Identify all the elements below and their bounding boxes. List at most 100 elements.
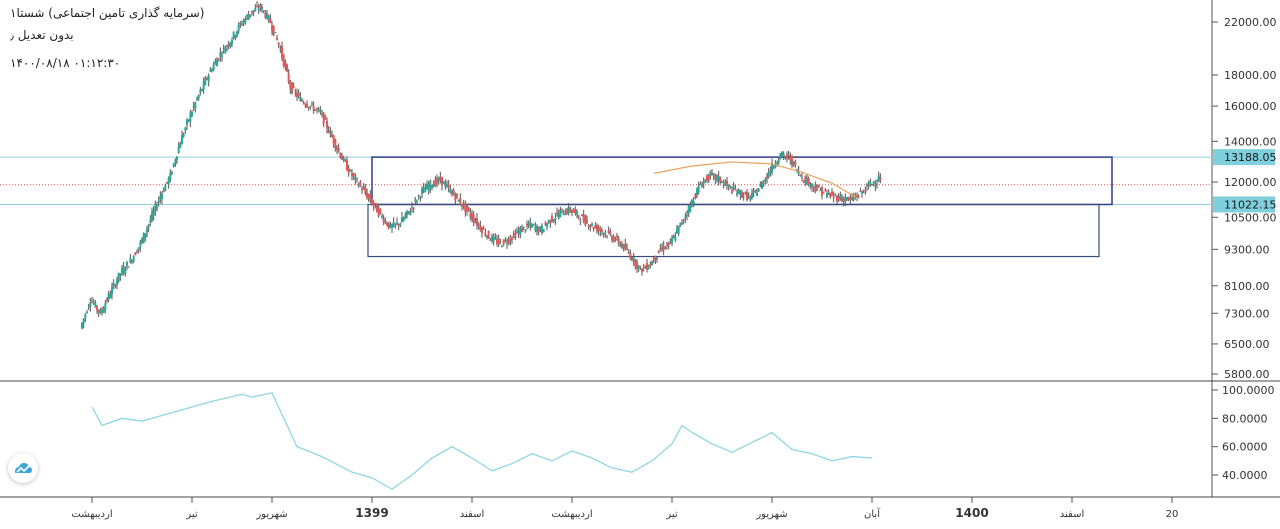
candle-body bbox=[837, 196, 840, 201]
candle-body bbox=[219, 52, 222, 58]
candle-body bbox=[624, 243, 627, 250]
candle-body bbox=[312, 106, 315, 112]
candle-body bbox=[611, 236, 613, 240]
candle-body bbox=[479, 225, 482, 231]
datetime-label: ۱۴۰۰/۰۸/۱۸ ۰۱:۱۲:۳۰ bbox=[10, 56, 121, 70]
candle-body bbox=[337, 147, 340, 152]
candle-body bbox=[739, 191, 742, 195]
candle-body bbox=[787, 155, 790, 157]
candle-body bbox=[709, 172, 712, 176]
candle-body bbox=[377, 207, 380, 217]
candle-body bbox=[529, 221, 532, 226]
candle-body bbox=[341, 155, 343, 160]
candle-body bbox=[821, 187, 823, 196]
candle-body bbox=[474, 221, 477, 223]
candle-body bbox=[157, 200, 160, 203]
candle-body bbox=[392, 222, 395, 227]
candle-body bbox=[192, 105, 195, 108]
candle-body bbox=[501, 245, 503, 248]
candle-body bbox=[687, 206, 690, 214]
candle-body bbox=[216, 59, 218, 67]
candle-body bbox=[631, 257, 633, 261]
candle-body bbox=[147, 224, 150, 228]
candle-body bbox=[402, 217, 405, 221]
price-tick-label: 14000.00 bbox=[1224, 135, 1277, 148]
candle-body bbox=[419, 197, 422, 199]
candle-body bbox=[381, 215, 383, 217]
candle-body bbox=[196, 98, 198, 100]
candle-body bbox=[332, 135, 335, 144]
candle-body bbox=[731, 190, 733, 194]
candle-body bbox=[491, 236, 493, 241]
candle-body bbox=[127, 266, 130, 268]
candle-body bbox=[209, 69, 212, 72]
candle-body bbox=[632, 256, 635, 261]
candle-body bbox=[267, 15, 270, 20]
candle-body bbox=[441, 177, 443, 186]
candle-body bbox=[309, 105, 312, 107]
candle-body bbox=[291, 83, 293, 94]
candle-body bbox=[217, 58, 220, 60]
candle-body bbox=[264, 12, 267, 18]
candle-body bbox=[182, 134, 185, 137]
candle-body bbox=[472, 215, 475, 223]
candle-body bbox=[421, 189, 423, 194]
candle-body bbox=[344, 159, 347, 162]
candle-body bbox=[582, 214, 585, 222]
candle-body bbox=[762, 183, 765, 185]
candle-body bbox=[94, 302, 97, 307]
candle-body bbox=[461, 204, 463, 207]
candle-body bbox=[212, 64, 215, 70]
price-tick-label: 7300.00 bbox=[1224, 307, 1270, 320]
candle-body bbox=[159, 196, 162, 200]
candle-body bbox=[351, 173, 353, 177]
candle-body bbox=[647, 267, 650, 269]
candle-body bbox=[106, 299, 108, 301]
candle-body bbox=[634, 259, 637, 267]
candle-body bbox=[606, 235, 608, 237]
candle-body bbox=[227, 44, 230, 46]
candle-body bbox=[596, 225, 598, 232]
candle-body bbox=[146, 228, 148, 233]
candle-body bbox=[672, 235, 675, 239]
candle-body bbox=[716, 176, 718, 179]
candle-body bbox=[306, 104, 308, 108]
candle-body bbox=[576, 211, 578, 215]
candle-body bbox=[286, 64, 288, 72]
candle-body bbox=[487, 230, 490, 239]
candle-body bbox=[749, 196, 752, 200]
tradingview-logo-icon[interactable] bbox=[8, 453, 38, 483]
candle-body bbox=[706, 175, 708, 181]
candle-body bbox=[852, 197, 855, 201]
candle-body bbox=[766, 176, 768, 179]
candle-body bbox=[464, 203, 467, 212]
candle-body bbox=[331, 134, 333, 138]
time-tick-label: تیر bbox=[665, 509, 678, 520]
candle-body bbox=[767, 171, 770, 177]
candle-body bbox=[191, 111, 193, 117]
candle-body bbox=[171, 172, 173, 174]
candle-body bbox=[399, 223, 402, 226]
candle-body bbox=[644, 267, 647, 269]
candle-body bbox=[641, 268, 643, 273]
candle-body bbox=[247, 14, 250, 20]
candle-body bbox=[194, 102, 197, 109]
candle-body bbox=[349, 170, 352, 172]
candle-body bbox=[466, 204, 468, 212]
candle-body bbox=[414, 199, 417, 202]
candle-body bbox=[431, 185, 433, 188]
candle-body bbox=[527, 225, 530, 227]
candle-body bbox=[589, 225, 592, 227]
candle-body bbox=[109, 294, 112, 298]
candle-body bbox=[91, 301, 93, 303]
candle-body bbox=[357, 185, 360, 187]
candle-body bbox=[536, 225, 538, 232]
candle-body bbox=[417, 195, 420, 197]
candle-body bbox=[759, 184, 762, 186]
candle-body bbox=[369, 194, 372, 202]
candle-body bbox=[119, 273, 122, 276]
candle-body bbox=[547, 220, 550, 223]
candle-body bbox=[292, 86, 295, 88]
